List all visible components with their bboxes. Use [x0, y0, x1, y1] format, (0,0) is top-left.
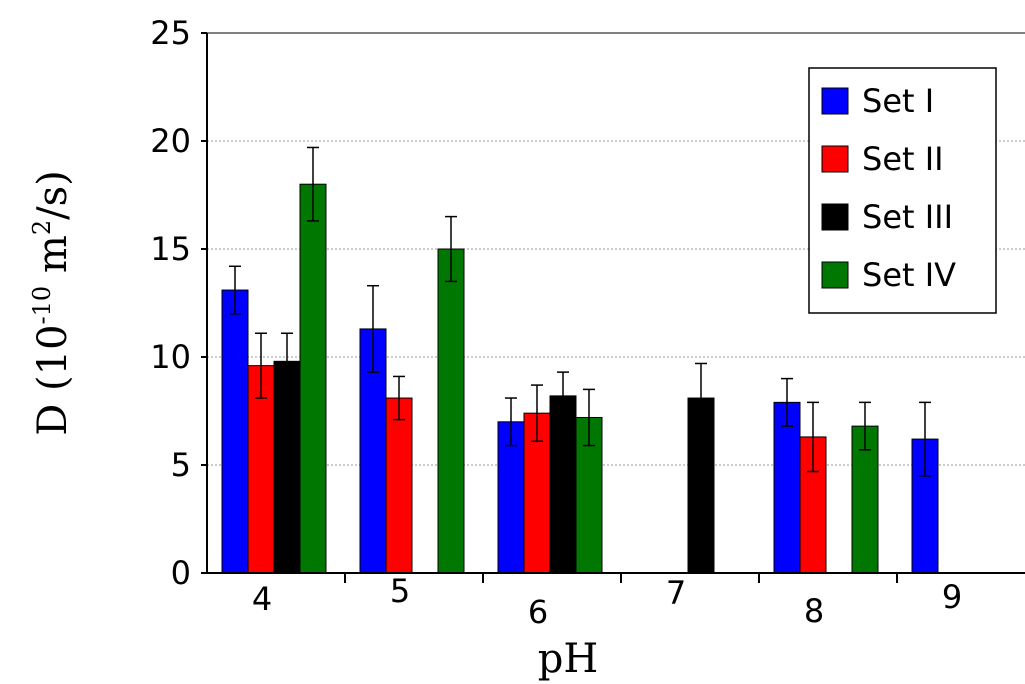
bar — [773, 401, 801, 574]
legend-label: Set IV — [862, 256, 956, 294]
y-tick-label: 5 — [171, 446, 191, 484]
legend: Set I Set II Set III Set IV — [808, 67, 997, 314]
x-tick-label: 5 — [390, 572, 410, 610]
y-axis-title-suffix: /s) — [30, 170, 76, 220]
y-axis-title: D (10-10 m2/s) — [28, 170, 76, 436]
legend-label: Set I — [862, 82, 934, 120]
bar — [549, 395, 577, 574]
y-tick-label: 0 — [171, 554, 191, 592]
y-tick-label: 25 — [150, 14, 191, 52]
bar — [299, 183, 327, 574]
bar — [273, 360, 301, 574]
y-axis-title-exponent1: -10 — [28, 286, 56, 325]
y-axis-title-exponent2: 2 — [28, 220, 56, 235]
bar — [247, 365, 275, 574]
bar — [221, 289, 249, 574]
y-tick-label: 15 — [150, 230, 191, 268]
legend-swatch — [821, 261, 849, 289]
x-tick-label: 4 — [252, 580, 272, 618]
legend-swatch — [821, 87, 849, 115]
bar — [437, 248, 465, 574]
error-bars — [229, 146, 931, 477]
axes — [206, 32, 1025, 574]
tick-labels: 0 5 10 15 20 25 4 5 6 7 8 9 — [150, 14, 962, 631]
y-axis-title-middle: m — [30, 235, 76, 286]
legend-swatch — [821, 145, 849, 173]
x-tick-label: 8 — [804, 592, 824, 630]
bar — [385, 397, 413, 574]
y-tick-label: 20 — [150, 122, 191, 160]
y-axis-title-prefix: D (10 — [30, 324, 76, 435]
legend-label: Set II — [862, 140, 944, 178]
x-axis-title: pH — [538, 636, 599, 682]
x-tick-label: 9 — [942, 578, 962, 616]
y-tick-label: 10 — [150, 338, 191, 376]
legend-label: Set III — [862, 198, 953, 236]
legend-swatch — [821, 203, 849, 231]
bar — [911, 438, 939, 574]
legend-items: Set I Set II Set III Set IV — [821, 82, 956, 294]
x-tick-label: 6 — [528, 593, 548, 631]
x-tick-label: 7 — [666, 574, 686, 612]
